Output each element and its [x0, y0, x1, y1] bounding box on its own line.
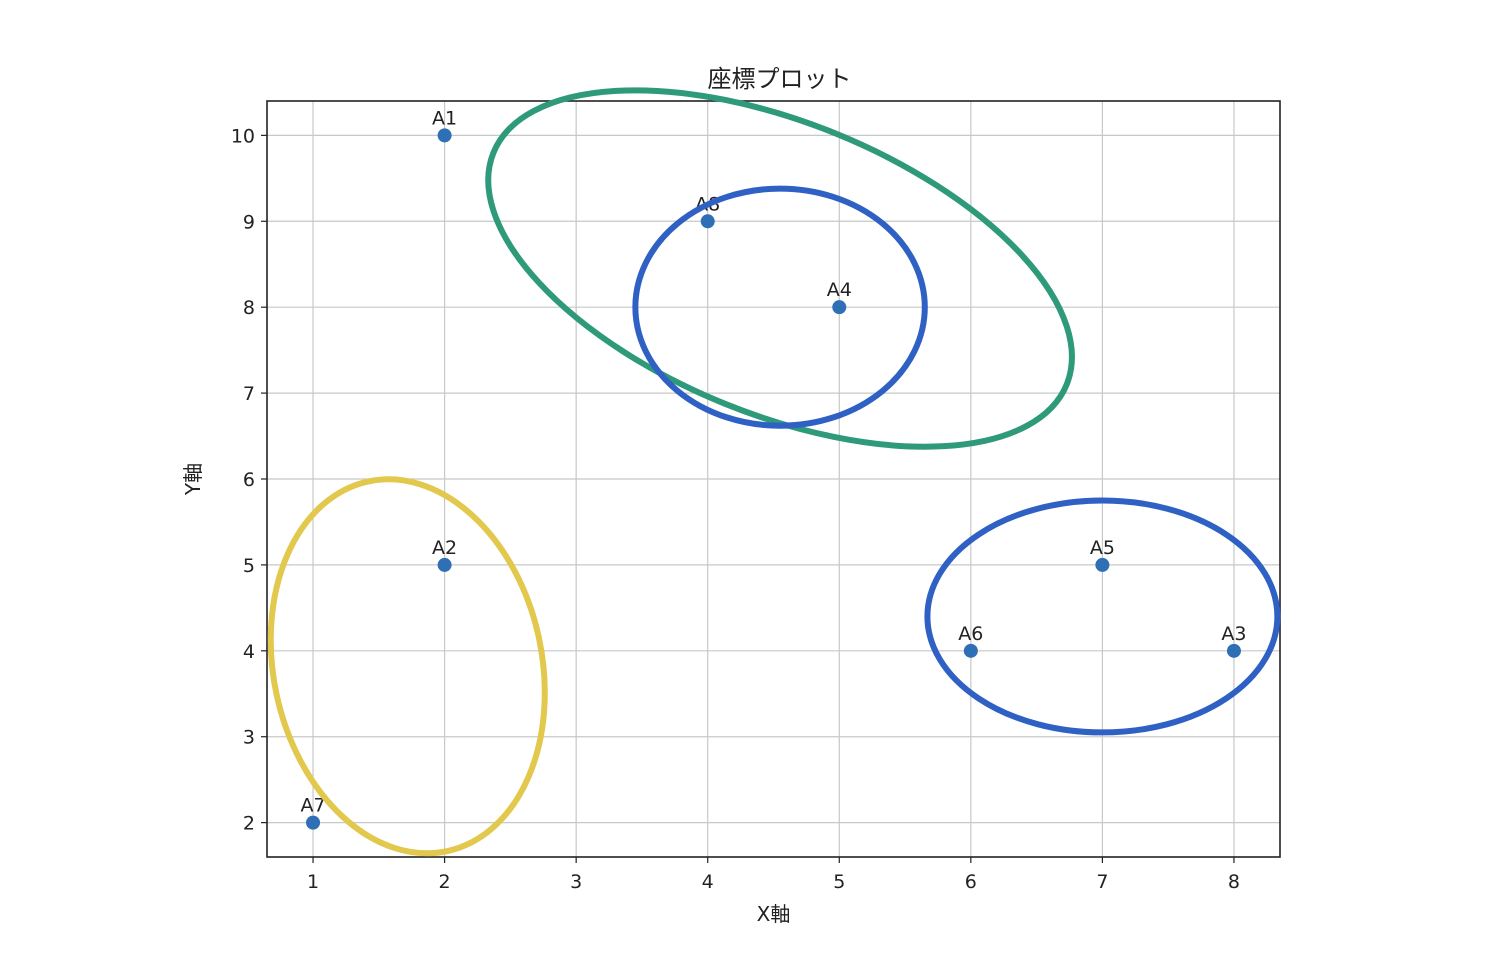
- y-tick-label: 10: [231, 125, 255, 147]
- data-point: [1095, 557, 1110, 572]
- y-tick-label: 6: [243, 469, 255, 491]
- chart-title: 座標プロット: [708, 65, 852, 93]
- data-point-label: A5: [1090, 537, 1115, 559]
- cluster-ellipse: [632, 185, 928, 429]
- data-point: [306, 815, 321, 830]
- x-tick-label: 2: [439, 871, 451, 893]
- data-point: [832, 300, 847, 315]
- x-tick-label: 7: [1096, 871, 1108, 893]
- x-axis-title: X軸: [757, 902, 791, 926]
- y-axis-title: Y軸: [181, 463, 205, 496]
- y-tick-label: 2: [243, 813, 255, 835]
- data-point-label: A3: [1221, 623, 1246, 645]
- x-axis-ticks: 1 2 3 4 5 6 7 8: [307, 857, 1240, 893]
- y-tick-label: 3: [243, 727, 255, 749]
- y-tick-label: 7: [243, 383, 255, 405]
- cluster-ellipse: [267, 476, 548, 857]
- plot-frame: [266, 100, 1281, 858]
- x-tick-label: 6: [965, 871, 977, 893]
- data-point: [700, 214, 715, 229]
- y-tick-label: 4: [243, 641, 255, 663]
- data-point: [1226, 643, 1241, 658]
- cluster-ellipse: [485, 87, 1075, 450]
- x-tick-label: 1: [307, 871, 319, 893]
- data-point: [437, 557, 452, 572]
- x-tick-label: 3: [570, 871, 582, 893]
- cluster-annotations: [267, 87, 1281, 857]
- y-tick-label: 8: [243, 297, 255, 319]
- x-tick-label: 4: [702, 871, 714, 893]
- data-point-label: A4: [827, 279, 852, 301]
- data-point-label: A2: [432, 537, 457, 559]
- cluster-ellipse: [924, 497, 1281, 736]
- data-point: [437, 128, 452, 143]
- y-tick-label: 5: [243, 555, 255, 577]
- data-point-label: A1: [432, 107, 457, 129]
- x-tick-label: 5: [833, 871, 845, 893]
- y-axis-ticks: 2 3 4 5 6 7 8 9 10: [231, 125, 267, 835]
- data-point: [963, 643, 978, 658]
- data-point-label: A6: [958, 623, 983, 645]
- grid-lines: [267, 101, 1280, 857]
- y-tick-label: 9: [243, 211, 255, 233]
- data-point-label: A7: [300, 795, 325, 817]
- x-tick-label: 8: [1228, 871, 1240, 893]
